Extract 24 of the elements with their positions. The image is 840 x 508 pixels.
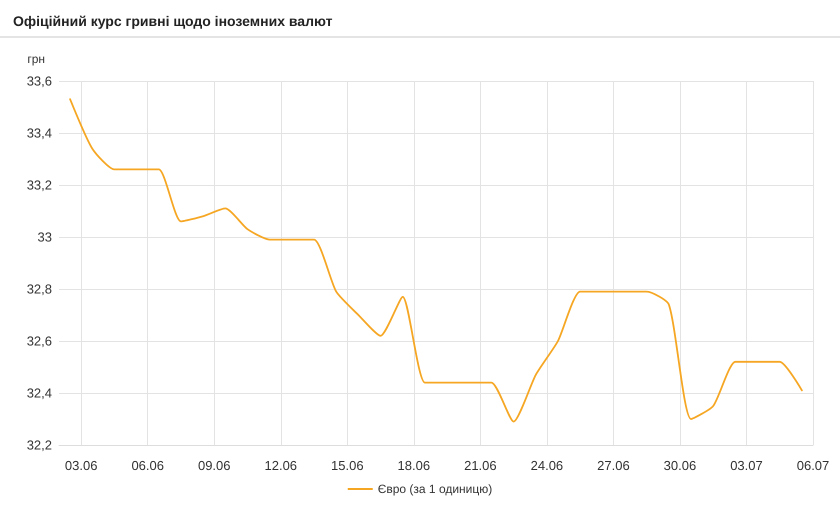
x-tick-label: 24.06 [530, 458, 564, 473]
y-tick-label: 33,6 [26, 74, 52, 88]
x-tick-label: 12.06 [264, 458, 298, 473]
y-axis-title: грн [27, 52, 45, 66]
y-tick-label: 32,8 [26, 282, 52, 296]
y-tick-label: 33,2 [26, 178, 52, 192]
x-tick-label: 21.06 [464, 458, 497, 473]
chart-title: Офіційний курс гривні щодо іноземних валют [13, 13, 333, 29]
y-tick-label: 32,2 [26, 438, 52, 452]
y-tick-label: 32,4 [26, 386, 52, 400]
y-tick-label: 32,6 [26, 334, 52, 348]
x-tick-label: 06.07 [796, 458, 830, 473]
x-tick-label: 27.06 [597, 458, 630, 473]
y-tick-label: 33,4 [26, 126, 52, 140]
x-tick-label: 18.06 [398, 458, 430, 473]
y-tick-label: 33 [38, 230, 52, 244]
x-tick-label: 30.06 [664, 458, 696, 473]
line-series [69, 98, 803, 422]
legend-label: Євро (за 1 одиницю) [378, 482, 492, 496]
x-tick-label: 15.06 [331, 458, 364, 473]
x-tick-label: 03.07 [730, 458, 763, 473]
x-tick-label: 06.06 [131, 458, 164, 473]
x-tick-label: 09.06 [198, 458, 231, 473]
x-tick-label: 03.06 [64, 458, 98, 473]
